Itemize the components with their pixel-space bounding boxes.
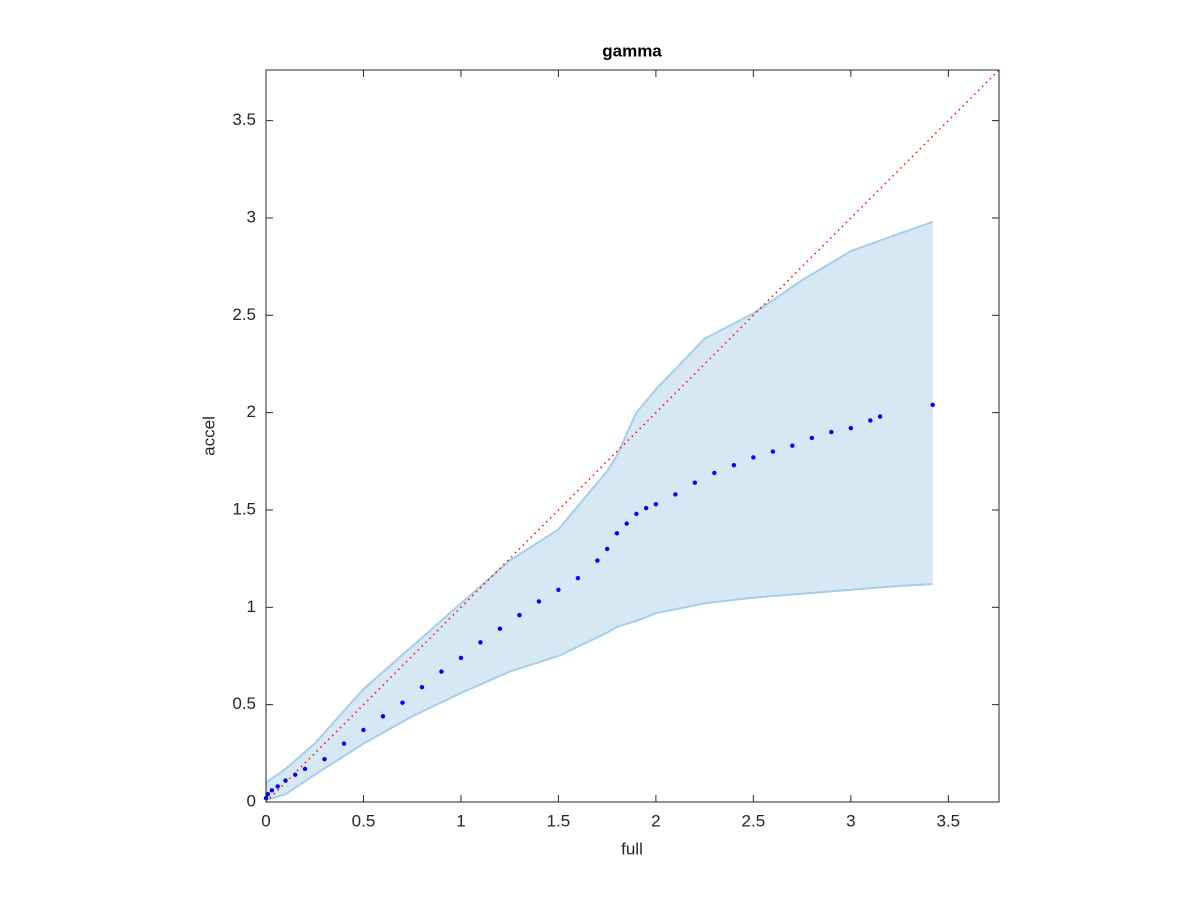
x-tick-label: 3.5 — [936, 811, 960, 830]
point — [604, 546, 610, 552]
point — [497, 626, 503, 631]
point — [400, 700, 405, 705]
point — [614, 531, 620, 536]
point — [634, 511, 639, 517]
band-upper — [265, 220, 934, 784]
y-tick-label: 2 — [247, 402, 256, 421]
point — [556, 587, 561, 592]
point — [868, 418, 873, 423]
x-tick-label: 2 — [651, 811, 660, 830]
point — [458, 655, 464, 661]
point — [790, 443, 795, 448]
point — [419, 684, 425, 690]
x-tick-label: 2.5 — [742, 811, 766, 830]
point — [361, 727, 366, 733]
point — [673, 492, 678, 497]
point — [809, 435, 815, 441]
point — [302, 766, 308, 772]
point — [517, 612, 522, 618]
y-tick-label: 0.5 — [232, 694, 256, 713]
point — [829, 429, 834, 435]
y-tick-label: 1.5 — [232, 499, 256, 518]
point — [283, 778, 288, 783]
point — [624, 521, 629, 526]
point — [265, 792, 271, 797]
x-tick-label: 1.5 — [547, 811, 571, 830]
point — [877, 414, 883, 419]
point — [595, 558, 600, 563]
point — [731, 463, 737, 468]
point — [293, 772, 298, 777]
y-tick-label: 3.5 — [232, 110, 256, 129]
point — [653, 501, 659, 507]
reference-line — [265, 69, 1000, 803]
point — [341, 741, 347, 746]
point — [478, 640, 483, 645]
point — [575, 575, 581, 581]
point — [536, 599, 542, 604]
point — [269, 788, 275, 793]
chart-title: gamma — [602, 41, 662, 60]
point — [712, 470, 717, 476]
point — [322, 756, 327, 762]
y-tick-label: 1 — [247, 597, 256, 616]
y-tick-label: 2.5 — [232, 305, 256, 324]
point — [439, 669, 444, 674]
x-tick-label: 0 — [261, 811, 270, 830]
x-tick-label: 0.5 — [352, 811, 376, 830]
point — [380, 714, 386, 719]
point — [643, 505, 649, 511]
point — [848, 426, 854, 431]
point — [751, 455, 756, 460]
point — [692, 480, 698, 485]
point — [930, 402, 935, 408]
point — [770, 449, 776, 454]
x-tick-label: 3 — [846, 811, 855, 830]
point — [275, 784, 280, 789]
x-axis-label: full — [621, 839, 643, 858]
band-lower — [265, 582, 933, 802]
x-tick-label: 1 — [456, 811, 465, 830]
confidence-band — [266, 221, 933, 801]
y-axis-label: accel — [199, 416, 218, 456]
y-tick-label: 0 — [247, 791, 256, 810]
axes-box — [265, 69, 1000, 803]
y-tick-label: 3 — [247, 207, 256, 226]
